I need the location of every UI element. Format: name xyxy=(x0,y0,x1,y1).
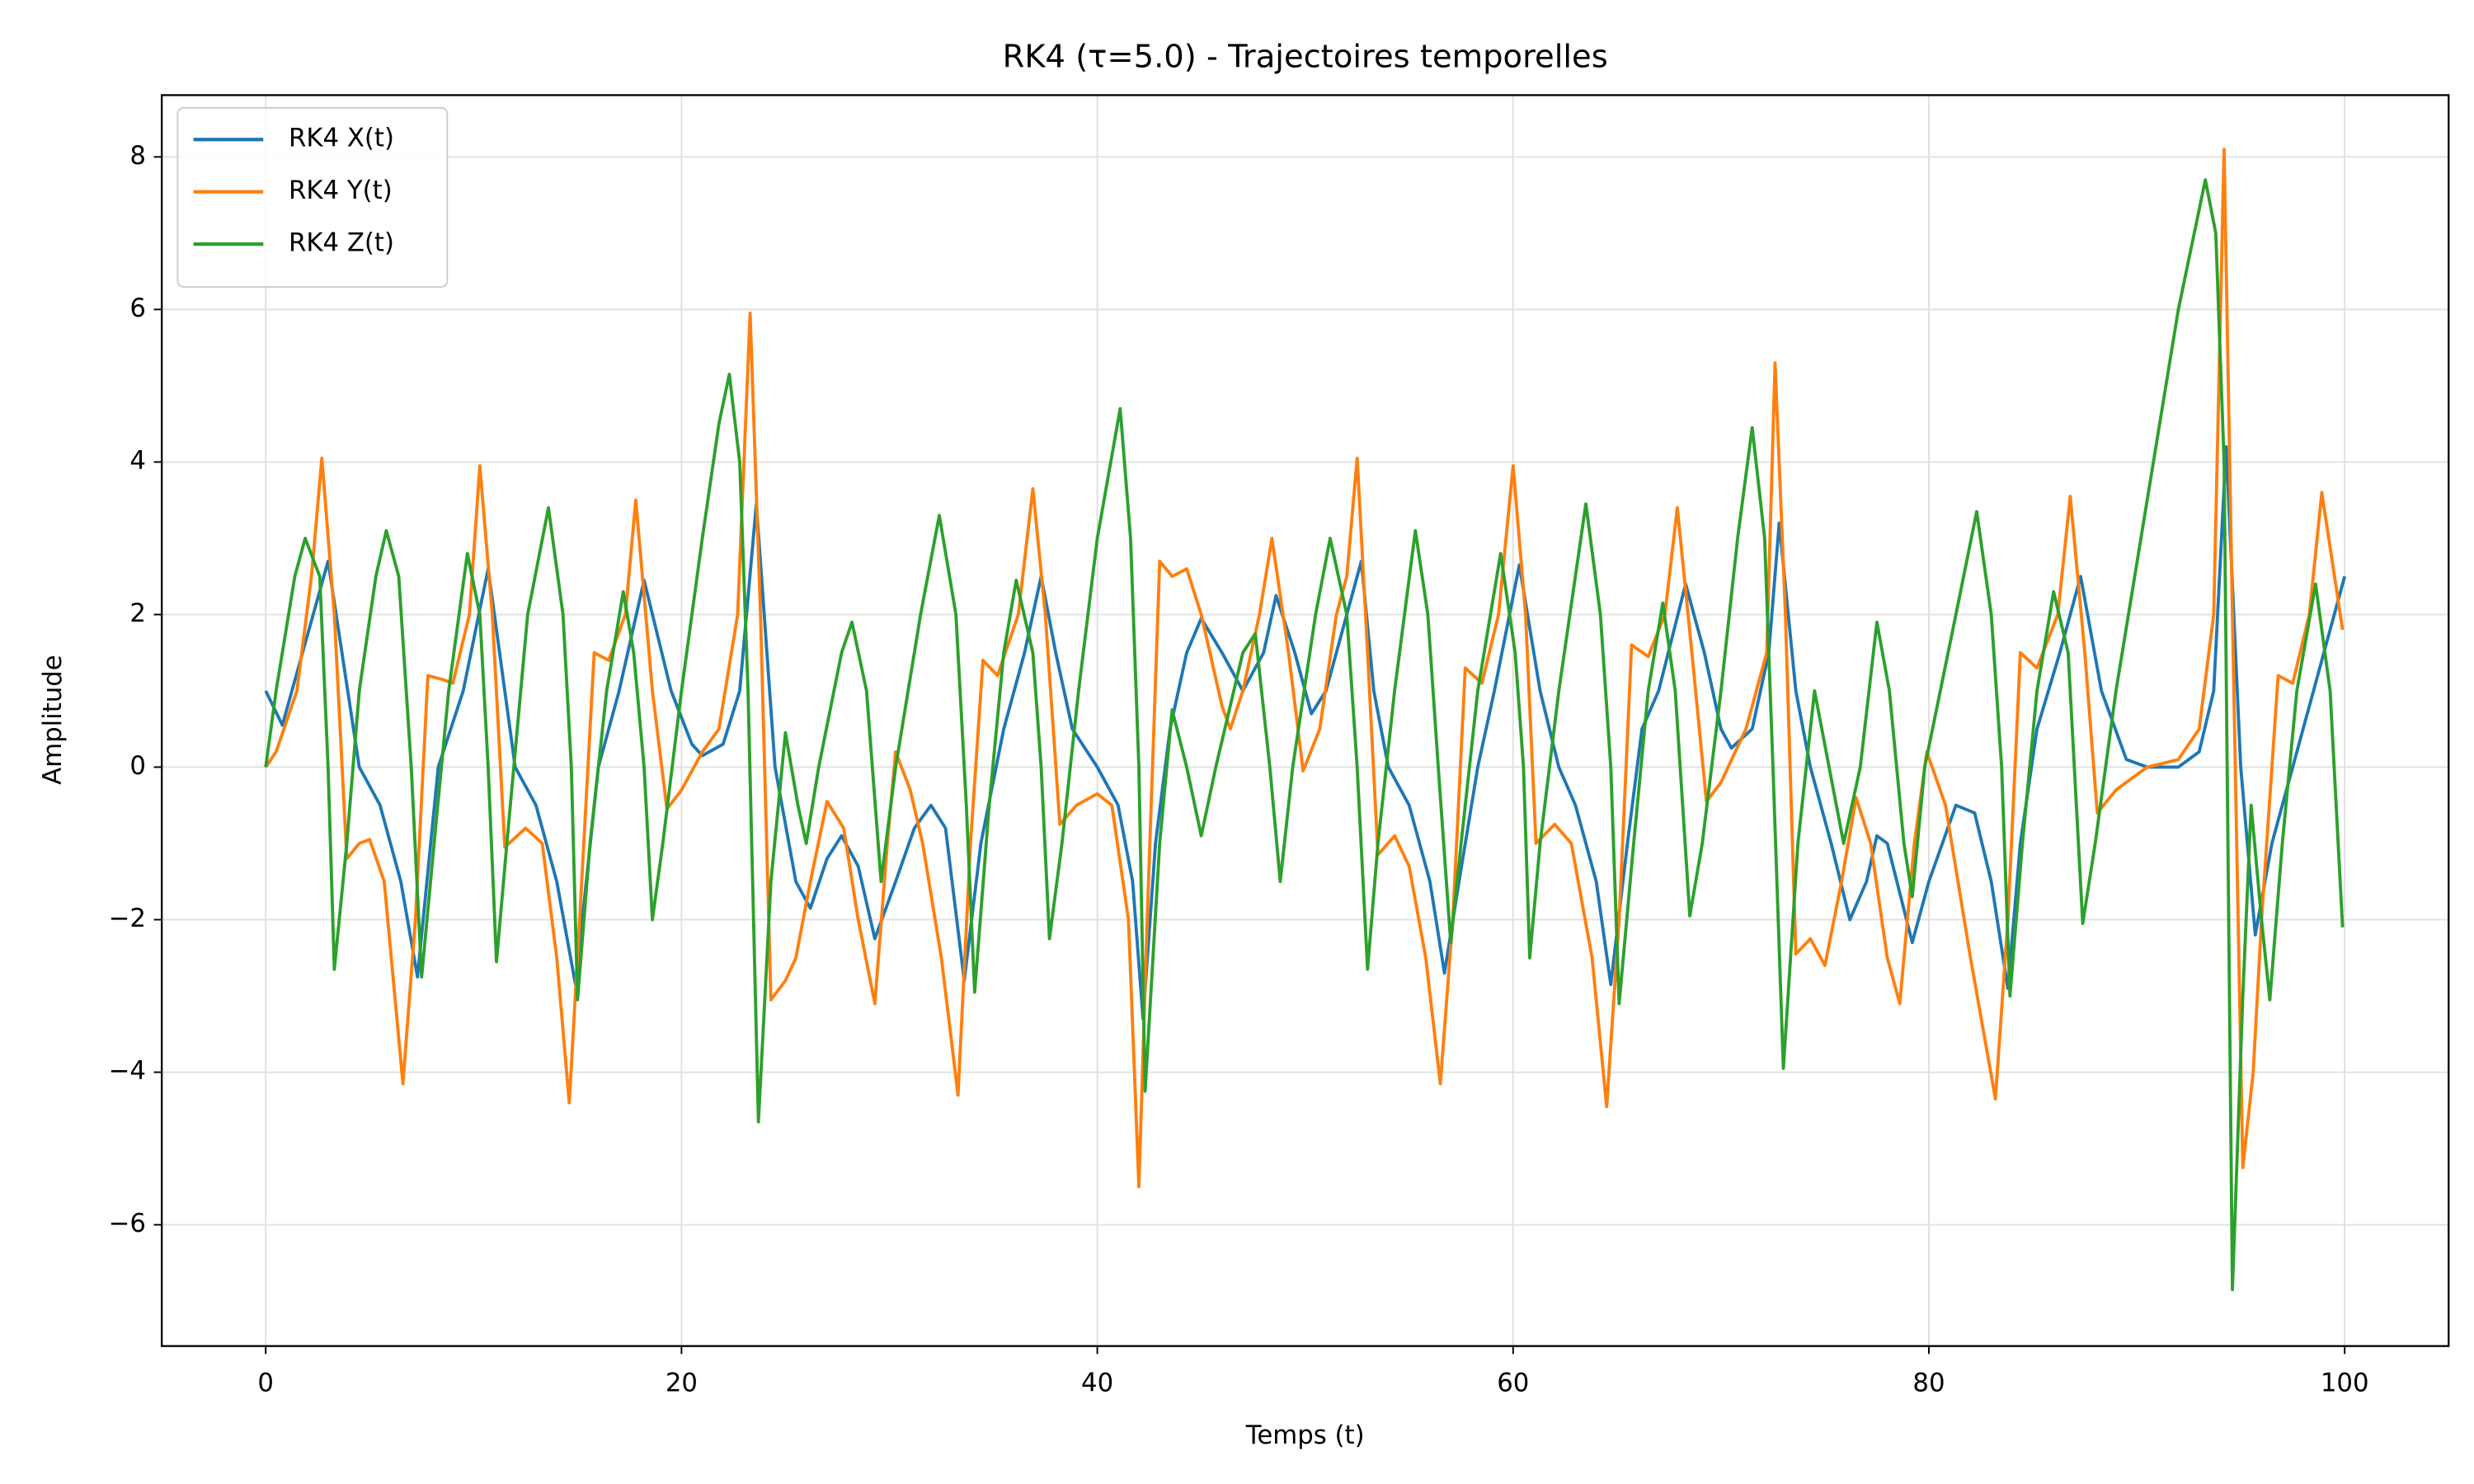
chart-title: RK4 (τ=5.0) - Trajectoires temporelles xyxy=(1003,39,1608,76)
y-tick-label: −6 xyxy=(109,1209,146,1238)
x-tick-label: 40 xyxy=(1081,1368,1113,1397)
y-tick-label: 8 xyxy=(129,141,146,171)
y-tick-label: −4 xyxy=(109,1056,146,1086)
y-axis-label: Amplitude xyxy=(38,655,68,785)
y-tick-label: 6 xyxy=(129,294,146,323)
series-line xyxy=(264,178,2345,1292)
series-line xyxy=(264,444,2347,1021)
legend-label: RK4 X(t) xyxy=(289,124,394,153)
x-tick-label: 80 xyxy=(1912,1368,1945,1397)
y-tick-label: 2 xyxy=(129,599,146,628)
x-tick-label: 60 xyxy=(1497,1368,1529,1397)
x-axis-label: Temps (t) xyxy=(1245,1421,1365,1450)
x-tick-label: 20 xyxy=(666,1368,698,1397)
y-tick-label: 0 xyxy=(129,751,146,781)
legend-label: RK4 Y(t) xyxy=(289,176,393,205)
plot-frame xyxy=(160,94,2450,1347)
series-line xyxy=(264,148,2345,1189)
legend-box xyxy=(176,106,449,289)
legend-label: RK4 Z(t) xyxy=(289,228,394,258)
x-tick-label: 0 xyxy=(257,1368,274,1397)
y-tick-label: −2 xyxy=(109,904,146,933)
x-tick-label: 100 xyxy=(2321,1368,2369,1397)
y-tick-label: 4 xyxy=(129,446,146,476)
